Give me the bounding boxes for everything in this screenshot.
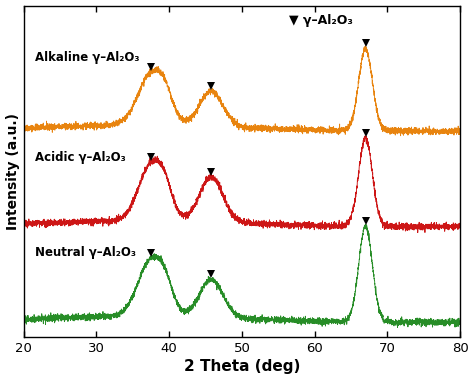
X-axis label: 2 Theta (deg): 2 Theta (deg): [184, 359, 300, 374]
Text: ▼ γ–Al₂O₃: ▼ γ–Al₂O₃: [289, 14, 353, 27]
Text: Neutral γ–Al₂O₃: Neutral γ–Al₂O₃: [35, 246, 136, 259]
Text: Acidic γ–Al₂O₃: Acidic γ–Al₂O₃: [35, 152, 126, 165]
Y-axis label: Intensity (a.u.): Intensity (a.u.): [6, 113, 19, 230]
Text: Alkaline γ–Al₂O₃: Alkaline γ–Al₂O₃: [35, 51, 139, 64]
